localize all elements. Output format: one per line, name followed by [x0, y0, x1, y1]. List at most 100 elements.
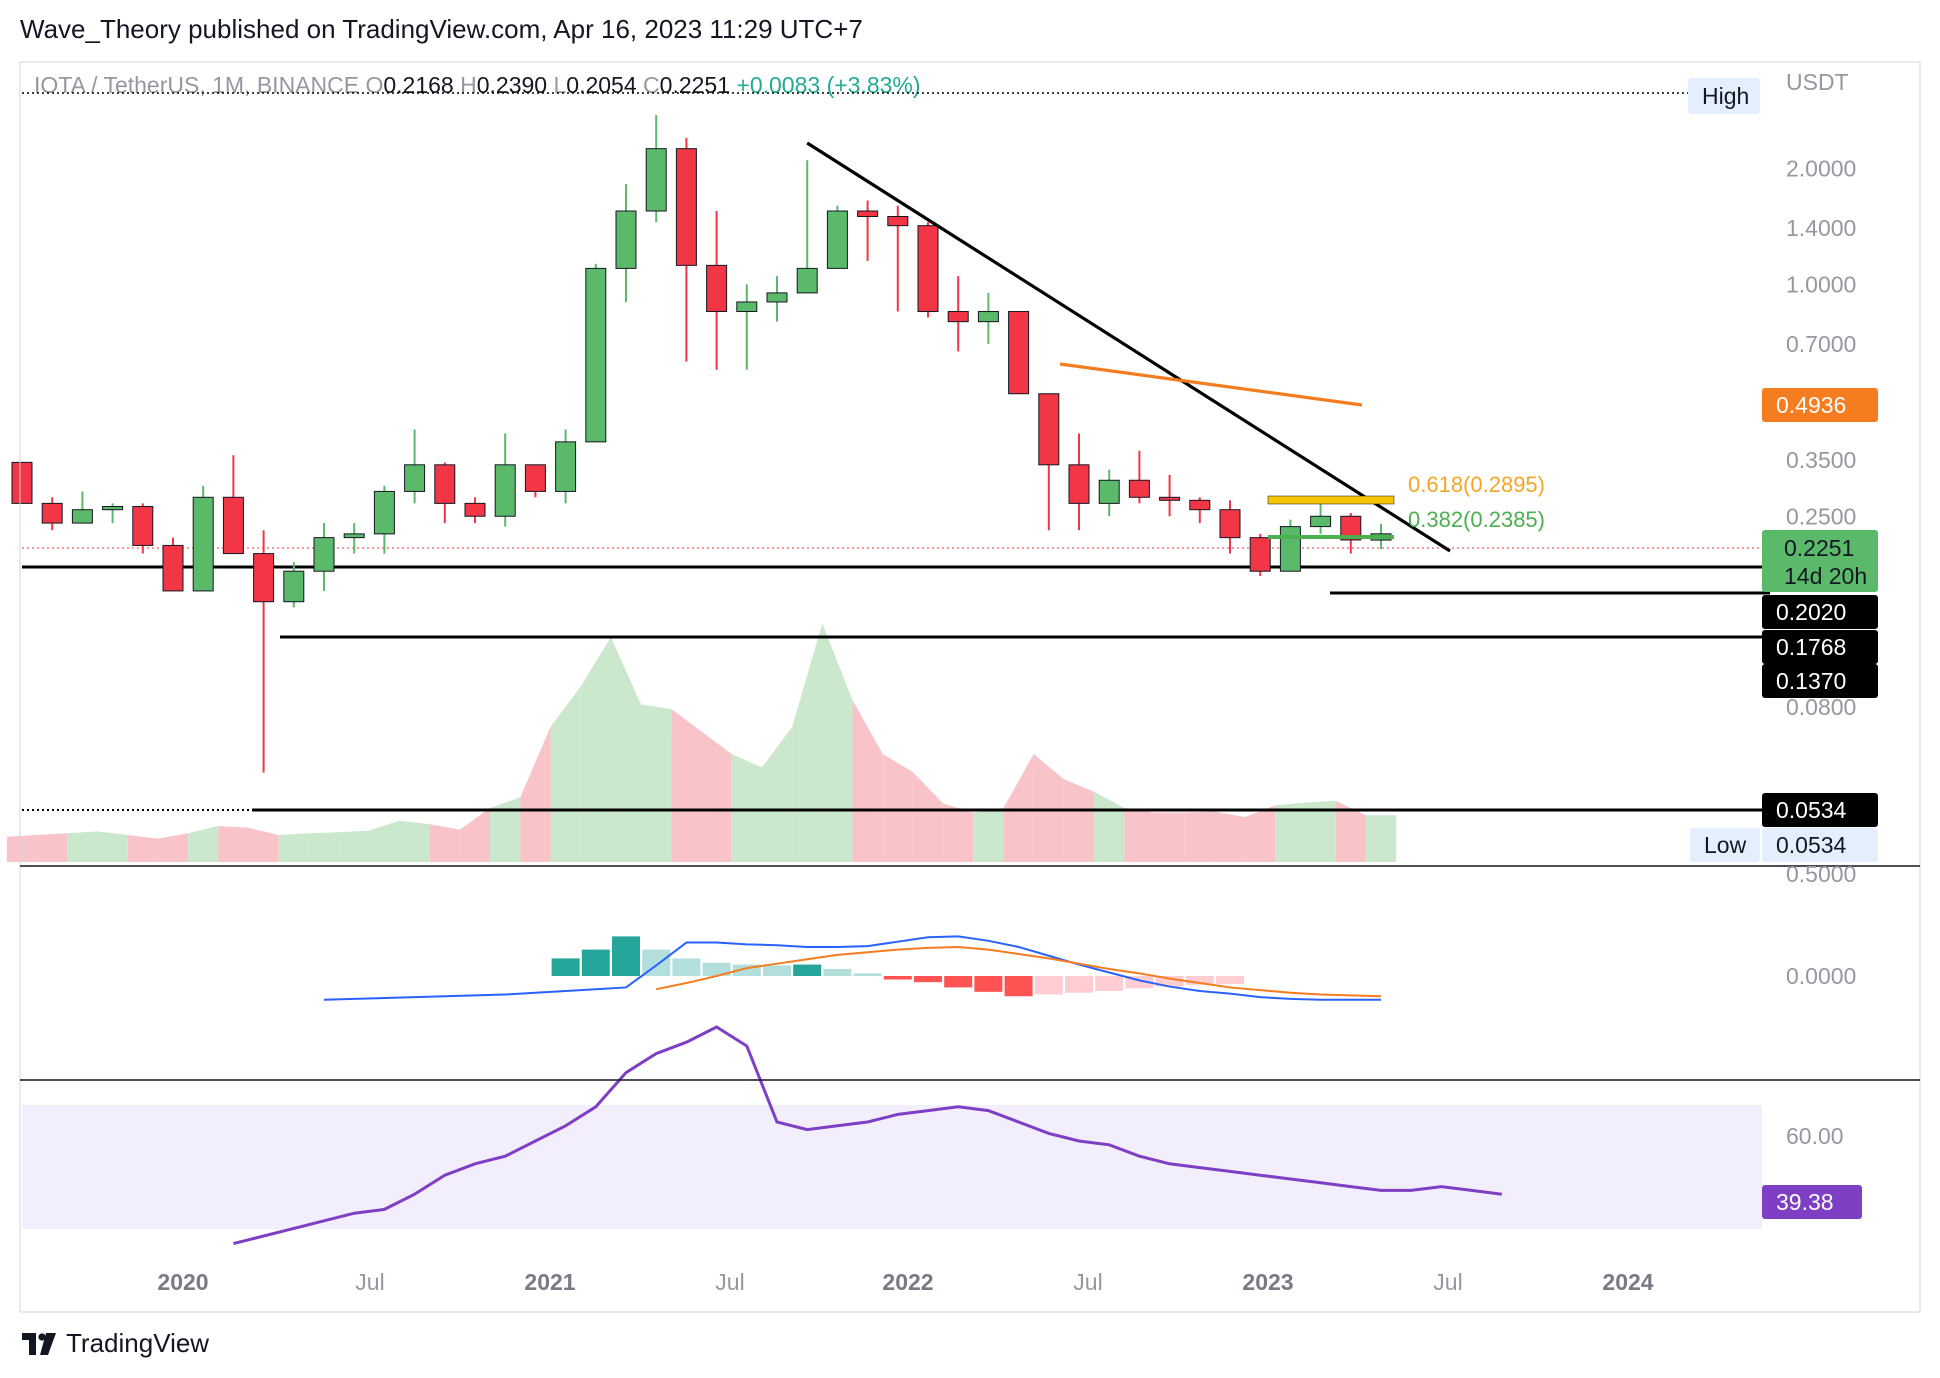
candle-body	[283, 570, 305, 603]
macd-histogram-bar	[732, 964, 761, 976]
candle-body	[706, 264, 728, 313]
volume-area	[67, 831, 98, 862]
volume-area	[1335, 800, 1366, 862]
rsi-last-value: 39.38	[1776, 1189, 1834, 1215]
macd-histogram-bar	[944, 976, 973, 988]
candle-body	[1340, 515, 1362, 541]
level-label-0-2020: 0.2020	[1776, 599, 1846, 625]
candle-body	[917, 225, 939, 313]
volume-area	[943, 803, 974, 862]
volume-area	[1245, 805, 1276, 862]
volume-area	[1033, 754, 1064, 862]
price-axis-tick: 0.7000	[1786, 331, 1856, 357]
level-label-0-1768-bg	[1762, 630, 1878, 664]
candle-body	[253, 553, 275, 603]
orange-price-label-bg	[1762, 388, 1878, 422]
macd-histogram-bar	[1065, 976, 1093, 993]
high-tag-bg	[1688, 78, 1760, 114]
volume-area	[1094, 791, 1125, 862]
time-axis-tick: 2024	[1602, 1269, 1653, 1295]
volume-area	[399, 820, 430, 862]
price-axis-tick: 0.0800	[1786, 694, 1856, 720]
candle-body	[404, 464, 426, 492]
volume-area	[1365, 815, 1397, 862]
candle-body	[947, 311, 969, 323]
candle-body	[434, 464, 456, 504]
candle-body	[41, 502, 63, 524]
volume-area	[671, 709, 702, 862]
signal-line	[656, 945, 1382, 998]
candle-body	[1279, 526, 1301, 572]
volume-area	[459, 808, 491, 862]
candle-body	[857, 210, 879, 217]
rsi-last-value-bg	[1762, 1185, 1862, 1219]
candle-body	[494, 464, 516, 517]
price-axis-tick: 1.4000	[1786, 215, 1856, 241]
candle-body	[887, 215, 909, 227]
candle-body	[645, 148, 667, 212]
candle-body	[71, 509, 93, 524]
time-axis-tick: 2021	[524, 1269, 575, 1295]
macd-histogram-bar	[702, 962, 731, 976]
macd-histogram-bar	[1155, 976, 1184, 987]
macd-histogram-bar	[883, 976, 912, 980]
last-price-pill-bg	[1762, 530, 1878, 592]
candle-body	[313, 537, 335, 572]
macd-histogram-bar	[793, 964, 822, 976]
chart-frame	[19, 61, 1921, 1313]
volume-area	[490, 797, 521, 862]
volume-area	[1003, 754, 1034, 862]
volume-area	[1063, 779, 1095, 862]
candle-body	[675, 148, 697, 266]
candle-body	[555, 441, 577, 492]
level-label-0-1370-bg	[1762, 664, 1878, 698]
macd-line	[323, 935, 1381, 1001]
rsi-pane	[22, 1025, 1762, 1246]
volume-area	[610, 637, 642, 862]
time-axis-tick: 2022	[882, 1269, 933, 1295]
candle-body	[192, 496, 214, 592]
descending-trendline	[806, 141, 1451, 553]
macd-histogram-bar	[1004, 976, 1033, 997]
candle-body	[1249, 537, 1271, 572]
macd-histogram-bar	[1095, 976, 1124, 991]
candle-body	[102, 506, 124, 511]
open-label: O	[365, 72, 384, 98]
volume-area	[973, 808, 1004, 862]
volume-area	[6, 835, 38, 862]
macd-histogram-bar	[612, 936, 640, 976]
price-axis-tick: 0.3500	[1786, 447, 1856, 473]
volume-area	[641, 704, 672, 862]
volume-area	[731, 754, 762, 862]
tradingview-brand: TradingView	[66, 1328, 210, 1358]
candle-body	[826, 210, 848, 269]
countdown-label: 14d 20h	[1784, 563, 1867, 589]
candle-body	[1189, 499, 1211, 511]
volume-area	[520, 727, 551, 862]
volume-area	[188, 826, 219, 862]
price-axis-tick: 1.0000	[1786, 271, 1856, 297]
macd-histogram-bar	[672, 958, 701, 976]
moving-average-line	[1059, 362, 1363, 407]
candle-body	[1098, 479, 1120, 504]
volume-area	[278, 833, 309, 862]
fib-0-618-label: 0.618(0.2895)	[1408, 472, 1545, 497]
candle-body	[1038, 393, 1060, 466]
level-label-0-2020-bg	[1762, 595, 1878, 629]
level-label-0-0534-bg	[1762, 793, 1878, 827]
candle-body	[373, 490, 395, 535]
last-price-label: 0.2251	[1784, 535, 1854, 561]
macd-histogram-bar	[1185, 976, 1214, 985]
currency-label: USDT	[1786, 69, 1849, 95]
macd-axis-tick: 0.0000	[1786, 963, 1856, 989]
candle-body	[736, 301, 758, 313]
orange-price-label: 0.4936	[1776, 392, 1846, 418]
candle-body	[796, 267, 818, 294]
candle-body	[1219, 509, 1241, 539]
candle-body	[977, 311, 999, 323]
volume-area	[1124, 808, 1155, 862]
candle-body	[343, 533, 365, 539]
volume-area	[97, 831, 128, 862]
low-label: L	[553, 72, 567, 98]
